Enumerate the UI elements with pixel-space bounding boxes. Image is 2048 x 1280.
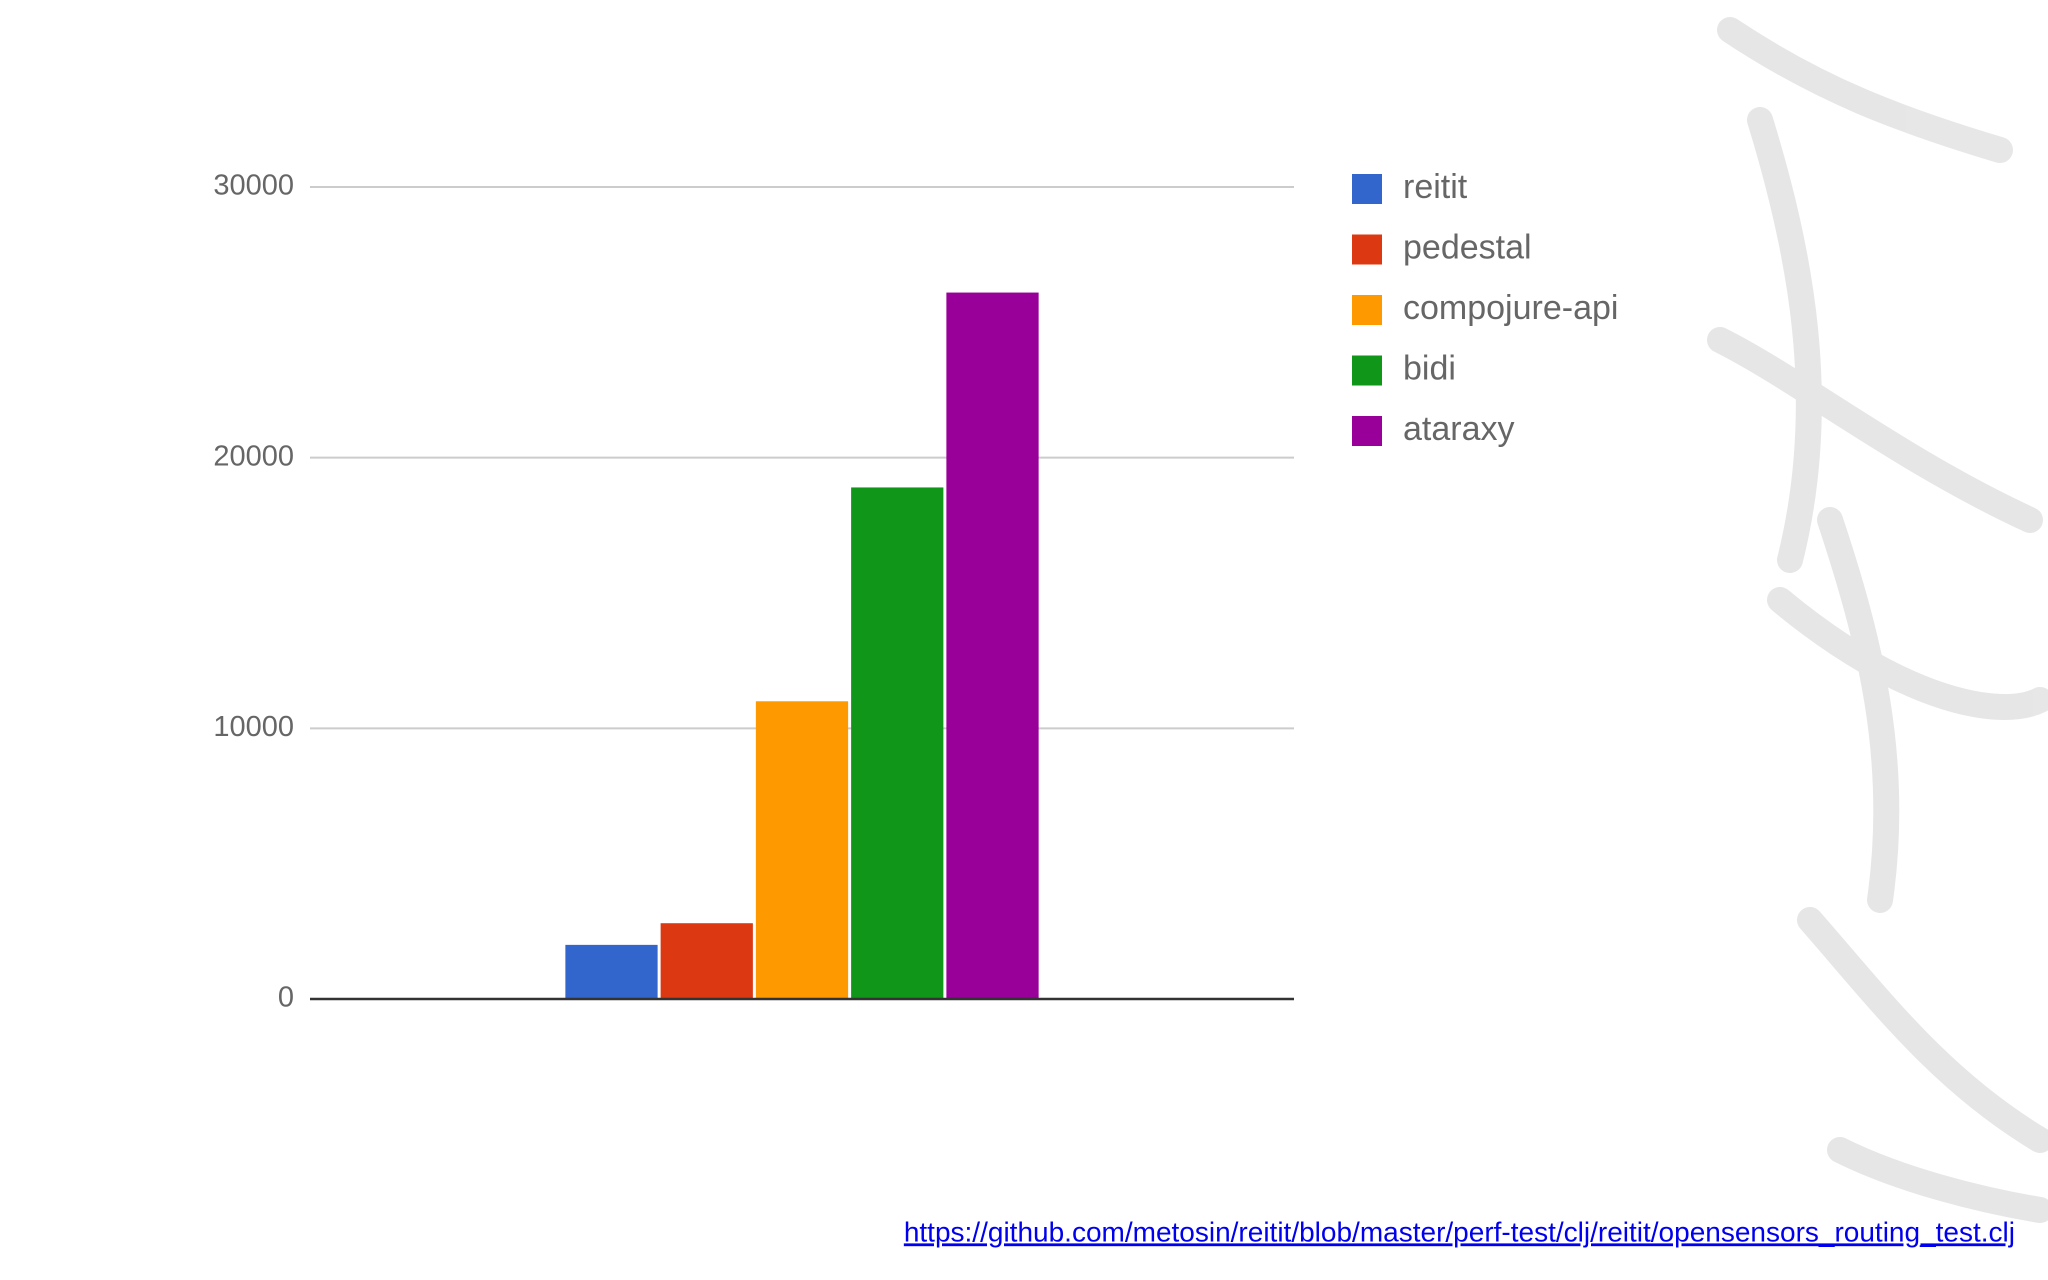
legend-swatch [1352, 174, 1382, 204]
legend-label: ataraxy [1403, 410, 1515, 448]
legend-swatch [1352, 295, 1382, 325]
source-link[interactable]: https://github.com/metosin/reitit/blob/m… [904, 1216, 2015, 1247]
bar [946, 292, 1039, 999]
legend-swatch [1352, 416, 1382, 446]
watermark [1707, 17, 2048, 1223]
legend-label: bidi [1403, 349, 1456, 387]
bar [660, 923, 753, 999]
y-tick-label: 20000 [213, 440, 294, 472]
y-tick-label: 0 [278, 982, 294, 1014]
bar [851, 487, 944, 999]
bar [755, 701, 849, 999]
y-tick-label: 10000 [213, 711, 294, 743]
legend-label: reitit [1403, 168, 1468, 206]
legend-swatch [1352, 234, 1382, 265]
legend-label: compojure-api [1403, 289, 1618, 327]
legend-label: pedestal [1403, 228, 1532, 266]
y-tick-label: 30000 [213, 170, 294, 202]
bar [565, 944, 658, 999]
legend-swatch [1352, 355, 1382, 386]
